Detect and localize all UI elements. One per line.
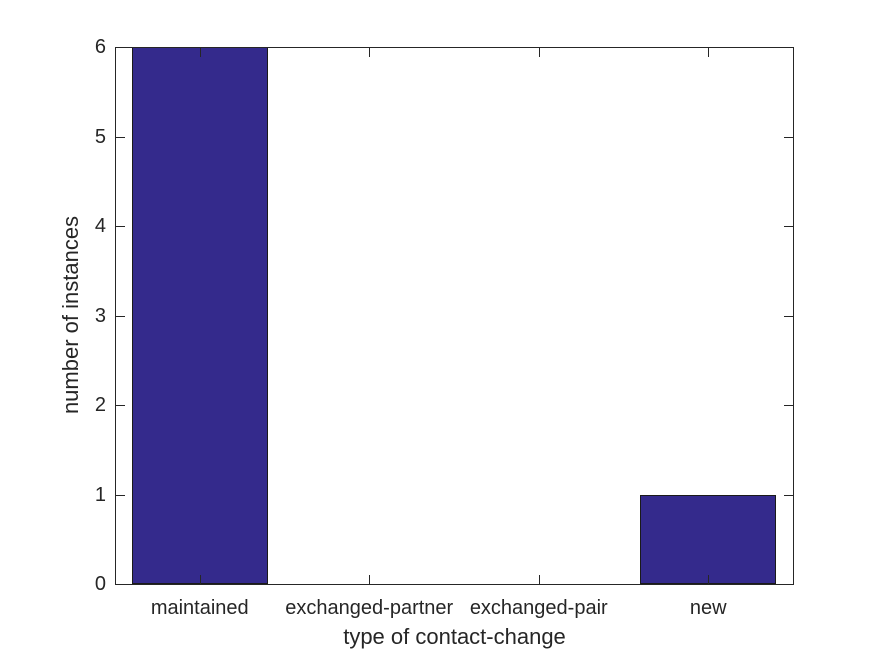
x-axis-category-label: maintained <box>150 597 249 619</box>
bar-new <box>640 494 777 584</box>
x-tick-bottom <box>199 575 201 584</box>
x-tick-top <box>199 48 201 57</box>
y-tick-right <box>784 47 793 48</box>
y-tick-left <box>116 584 125 585</box>
y-tick-left <box>116 136 125 138</box>
y-axis-tick-label: 2 <box>94 394 106 416</box>
y-axis-tick-label: 5 <box>94 125 106 148</box>
x-tick-bottom <box>708 575 710 584</box>
x-tick-top <box>369 48 371 57</box>
y-tick-left <box>116 494 125 496</box>
y-axis-tick-label: 1 <box>94 483 106 506</box>
x-tick-top <box>538 48 540 57</box>
y-axis-tick-label: 4 <box>94 215 106 237</box>
y-tick-right <box>784 136 793 138</box>
y-tick-left <box>116 405 125 406</box>
y-tick-right <box>784 315 793 317</box>
y-axis-label: number of instances <box>58 215 83 415</box>
y-tick-right <box>784 405 793 406</box>
x-tick-bottom <box>538 575 540 584</box>
bar-maintained <box>131 47 268 584</box>
x-axis-category-label: new <box>689 597 727 619</box>
x-axis-category-label: exchanged-pair <box>469 597 608 619</box>
y-tick-left <box>116 315 125 317</box>
x-tick-bottom <box>369 575 371 584</box>
x-axis-label: type of contact-change <box>343 624 566 649</box>
y-axis-tick-label: 6 <box>94 36 106 58</box>
y-tick-right <box>784 494 793 496</box>
y-tick-right <box>784 584 793 585</box>
y-axis-tick-label: 3 <box>94 304 106 327</box>
y-axis-tick-label: 0 <box>94 573 106 595</box>
y-tick-left <box>116 226 125 227</box>
x-tick-top <box>708 48 710 57</box>
y-tick-right <box>784 226 793 227</box>
y-tick-left <box>116 47 125 48</box>
x-axis-category-label: exchanged-partner <box>285 597 454 619</box>
